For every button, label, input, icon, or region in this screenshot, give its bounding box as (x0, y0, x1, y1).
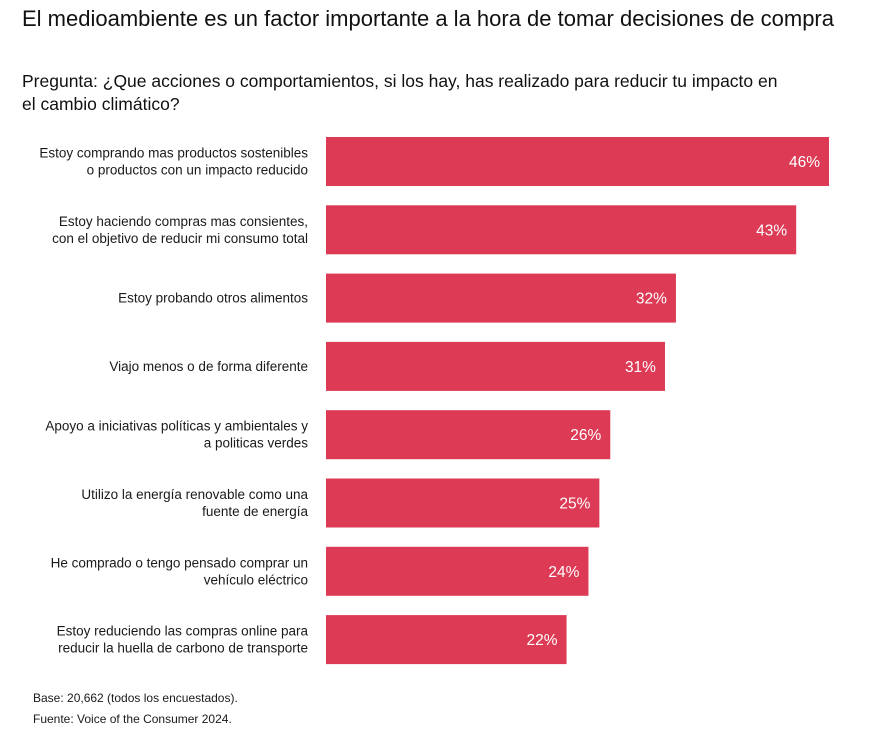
category-label: Estoy comprando mas productos sostenible… (39, 146, 308, 161)
bar (326, 478, 600, 528)
bar (326, 410, 611, 460)
bar-row: 31% Viajo menos o de forma diferente (109, 341, 665, 391)
bar-row: 22% Estoy reduciendo las compras online p… (57, 615, 567, 665)
bar-row: 46% Estoy comprando mas productos sosteni… (39, 137, 829, 186)
bar-value-label: 25% (559, 496, 590, 513)
bar-row: 24% He comprado o tengo pensado comprar u… (51, 546, 589, 596)
footnote-base: Base: 20,662 (todos los encuestados). (33, 691, 238, 705)
bar-value-label: 24% (548, 564, 579, 581)
category-label: Viajo menos o de forma diferente (109, 359, 308, 374)
bar-row: 32% Estoy probando otros alimentos (118, 273, 676, 323)
bar-value-label: 26% (570, 427, 601, 444)
category-label: Utilizo la energía renovable como una (81, 487, 308, 502)
bar-row: 25% Utilizo la energía renovable como una… (81, 478, 600, 528)
category-label: Estoy probando otros alimentos (118, 291, 308, 306)
category-label: vehículo eléctrico (204, 572, 308, 587)
category-label: fuente de energía (202, 504, 308, 519)
bar-value-label: 43% (756, 222, 787, 239)
bar (326, 615, 567, 665)
category-label: con el objetivo de reducir mi consumo to… (52, 231, 308, 246)
bar (326, 137, 829, 186)
bar (326, 205, 797, 255)
category-label: Estoy haciendo compras mas consientes, (59, 214, 308, 229)
bar (326, 341, 665, 391)
category-label: a politicas verdes (204, 436, 309, 451)
bar (326, 546, 589, 596)
bar-value-label: 46% (789, 154, 820, 171)
bar-value-label: 32% (636, 291, 667, 308)
category-label: reducir la huella de carbono de transpor… (58, 641, 308, 656)
footnote-source: Fuente: Voice of the Consumer 2024. (33, 712, 232, 726)
category-label: Estoy reduciendo las compras online para (57, 624, 309, 639)
category-label: Apoyo a iniciativas políticas y ambienta… (45, 419, 308, 434)
bar (326, 273, 676, 323)
bar-value-label: 22% (527, 632, 558, 649)
chart-title: El medioambiente es un factor importante… (22, 6, 834, 31)
bar-row: 26% Apoyo a iniciativas políticas y ambie… (45, 410, 611, 460)
bar-row: 43% Estoy haciendo compras mas consientes… (52, 205, 797, 255)
bar-value-label: 31% (625, 359, 656, 376)
chart-subtitle: Pregunta: ¿Que acciones o comportamiento… (22, 71, 778, 114)
category-label: He comprado o tengo pensado comprar un (51, 555, 308, 570)
category-label: o productos con un impacto reducido (87, 163, 308, 178)
